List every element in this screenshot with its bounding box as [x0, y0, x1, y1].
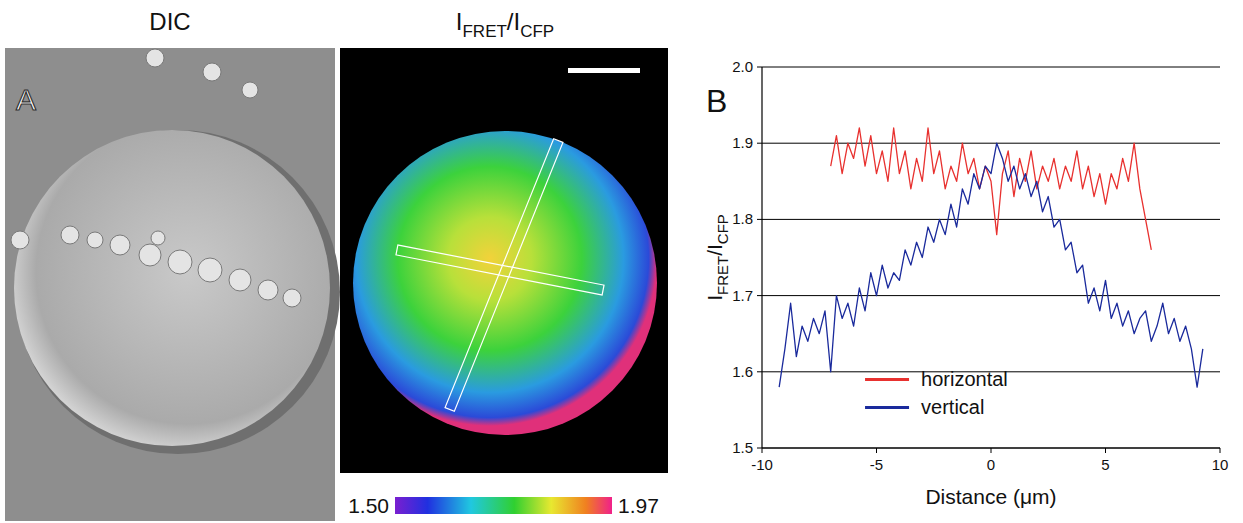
- legend-label: vertical: [921, 396, 984, 418]
- panel-title: DIC: [149, 8, 190, 35]
- bleb: [229, 269, 251, 291]
- y-axis-title: IFRET/ICFP: [703, 214, 731, 301]
- scan-line-vertical: [445, 139, 563, 412]
- series-line: [831, 128, 1152, 250]
- ratio-panel: IFRET/ICFP 1.50 1.97: [340, 8, 668, 517]
- grid-line: [762, 67, 1220, 68]
- legend-swatch: [865, 406, 909, 409]
- y-tick: [757, 67, 762, 68]
- y-tick: [757, 143, 762, 144]
- y-tick-label: 1.5: [732, 439, 753, 456]
- bleb: [87, 232, 103, 248]
- grid-line: [762, 219, 1220, 220]
- x-tick-label: 0: [987, 456, 995, 473]
- colorbar-label: 1.50: [348, 494, 389, 517]
- bleb: [198, 258, 222, 282]
- x-tick: [876, 448, 877, 453]
- legend-swatch: [865, 378, 909, 381]
- bleb: [11, 231, 29, 249]
- x-tick: [1220, 448, 1221, 453]
- y-tick: [757, 371, 762, 372]
- ratio-image: [340, 48, 668, 473]
- y-tick-label: 2.0: [732, 58, 753, 75]
- x-axis-title: Distance (μm): [925, 485, 1056, 508]
- x-tick: [762, 448, 763, 453]
- y-tick-label: 1.9: [732, 134, 753, 151]
- x-tick: [1105, 448, 1106, 453]
- colorbar: [395, 497, 612, 514]
- line-panel: B 1.5 1.6 1.7 1.8 1.9 2.0 -10 -5 0 5 10 Distance (μm…: [703, 58, 1228, 508]
- y-axis: [761, 67, 762, 448]
- figure: DIC A IFRET/ICFP 1.50 1.97 B 1.5 1.6 1.7 1.8 1.9 2.…: [0, 0, 1243, 523]
- grid-line: [762, 295, 1220, 296]
- y-tick: [757, 448, 762, 449]
- y-tick-label: 1.6: [732, 363, 753, 380]
- bleb: [203, 63, 221, 81]
- y-tick-label: 1.8: [732, 210, 753, 227]
- y-tick: [757, 219, 762, 220]
- dic-panel: DIC A: [5, 8, 340, 521]
- bleb: [110, 235, 130, 255]
- scale-bar: [568, 68, 640, 73]
- x-tick-label: 10: [1212, 456, 1229, 473]
- bleb: [258, 280, 278, 300]
- bleb: [151, 231, 165, 245]
- y-tick-label: 1.7: [732, 287, 753, 304]
- bleb: [168, 250, 192, 274]
- panel-label: A: [16, 83, 36, 116]
- grid-line: [762, 143, 1220, 144]
- x-tick: [991, 448, 992, 453]
- x-tick-label: 5: [1101, 456, 1109, 473]
- bleb: [139, 244, 161, 266]
- panel-label: B: [706, 83, 727, 119]
- x-tick-label: -5: [870, 456, 883, 473]
- colorbar-label: 1.97: [618, 494, 659, 517]
- bleb: [61, 226, 79, 244]
- series-line: [779, 143, 1203, 387]
- cell-ratio: [353, 131, 657, 435]
- legend-label: horizontal: [921, 368, 1008, 390]
- bleb: [283, 289, 301, 307]
- y-tick: [757, 295, 762, 296]
- bleb: [146, 49, 164, 67]
- plot-marks: [779, 128, 1203, 387]
- panel-title: IFRET/ICFP: [456, 8, 554, 41]
- bleb: [242, 82, 258, 98]
- cell: [14, 130, 330, 446]
- legend: horizontal vertical: [865, 368, 1008, 418]
- x-tick-label: -10: [751, 456, 773, 473]
